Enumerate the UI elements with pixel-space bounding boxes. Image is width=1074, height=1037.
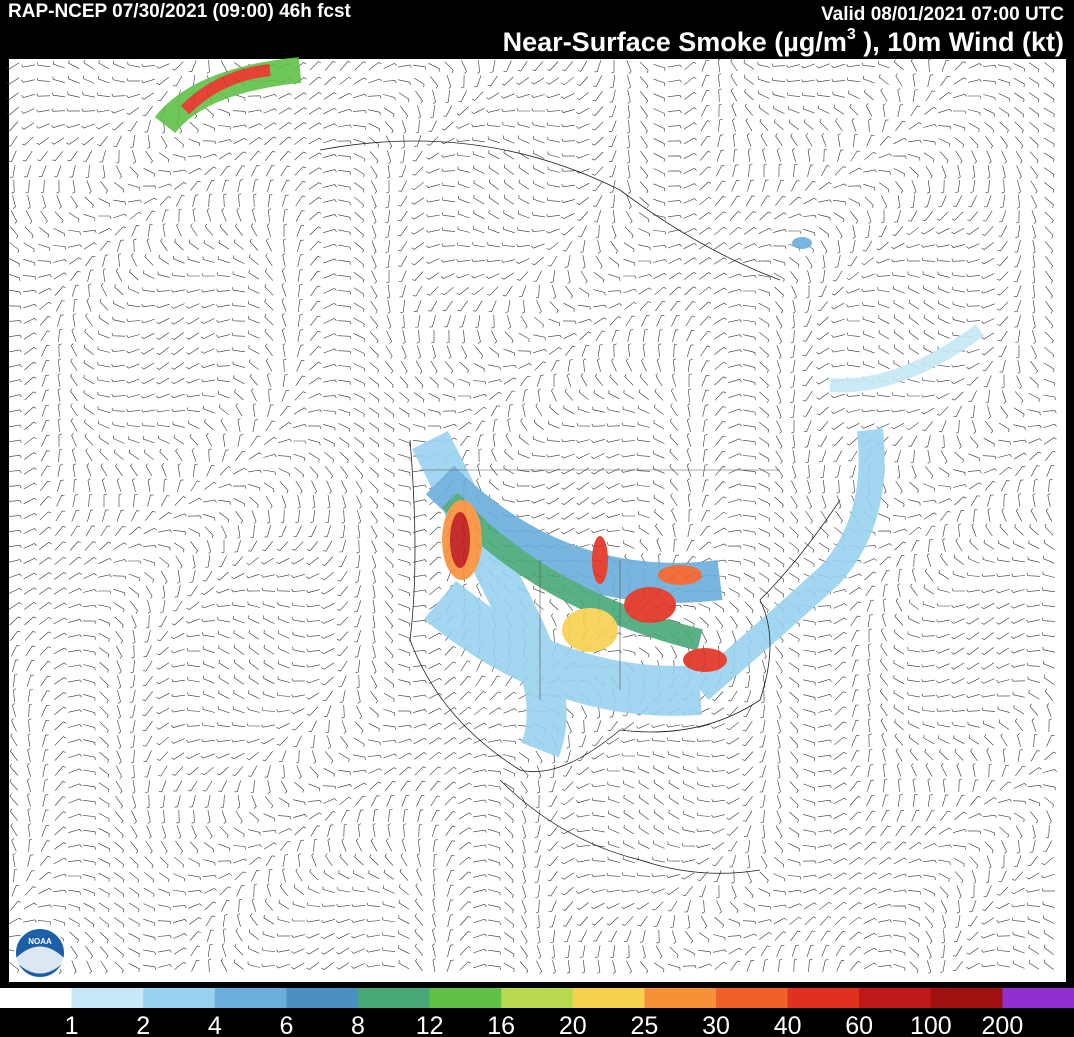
legend-label: 100 [910, 1012, 952, 1037]
legend-label: 16 [487, 1012, 515, 1037]
legend-swatch [0, 988, 73, 1008]
smoke-blob [658, 565, 702, 585]
legend-swatch [572, 988, 645, 1008]
smoke-plume [424, 580, 702, 716]
logo-text: NOAA [28, 937, 52, 946]
legend-swatch [644, 988, 717, 1008]
legend-swatch [930, 988, 1003, 1008]
legend-swatch [429, 988, 502, 1008]
title-end: ), 10m Wind (kt) [856, 27, 1064, 57]
legend-label: 2 [136, 1012, 150, 1037]
smoke-blob [683, 648, 727, 672]
smoke-blob [450, 512, 470, 568]
legend-swatch [1002, 988, 1074, 1008]
legend-swatch [787, 988, 860, 1008]
legend-label: 4 [208, 1012, 222, 1037]
smoke-blob [562, 608, 618, 652]
border [420, 469, 780, 700]
legend-label: 60 [845, 1012, 873, 1037]
smoke-blob [624, 587, 676, 623]
color-legend: 1 2 4 6 8 12 16 20 25 30 40 60 100 200 [0, 988, 1074, 1037]
smoke-blob [792, 237, 812, 249]
legend-label: 12 [416, 1012, 444, 1037]
legend-label: 1 [65, 1012, 79, 1037]
smoke-plume [829, 324, 985, 393]
coastline [499, 779, 761, 874]
smoke-blob [592, 536, 608, 584]
legend-swatch [71, 988, 144, 1008]
smoke-plume [180, 64, 271, 115]
legend-label: 25 [630, 1012, 658, 1037]
title-main: Near-Surface Smoke (µg/m [503, 27, 847, 57]
legend-swatch [716, 988, 789, 1008]
run-label: RAP-NCEP 07/30/2021 (09:00) 46h fcst [8, 1, 352, 22]
title: Near-Surface Smoke (µg/m3 ), 10m Wind (k… [503, 26, 1064, 57]
logo-wave [16, 946, 64, 974]
coastline [409, 439, 841, 773]
legend-swatch [286, 988, 359, 1008]
title-sup: 3 [847, 26, 856, 43]
coastlines [319, 140, 841, 874]
valid-label: Valid 08/01/2021 07:00 UTC [821, 4, 1064, 25]
coastline [319, 140, 781, 281]
legend-swatch [214, 988, 287, 1008]
legend-label: 20 [559, 1012, 587, 1037]
legend-label: 200 [982, 1012, 1024, 1037]
legend-swatch [358, 988, 431, 1008]
legend-label: 30 [702, 1012, 730, 1037]
legend-swatch [501, 988, 574, 1008]
legend-swatch [859, 988, 932, 1008]
noaa-logo: NOAA [14, 927, 66, 979]
legend-label: 40 [774, 1012, 802, 1037]
legend-label: 8 [351, 1012, 365, 1037]
legend-swatch [143, 988, 216, 1008]
smoke-plume [691, 428, 885, 700]
legend-label: 6 [279, 1012, 293, 1037]
smoke [154, 57, 985, 758]
